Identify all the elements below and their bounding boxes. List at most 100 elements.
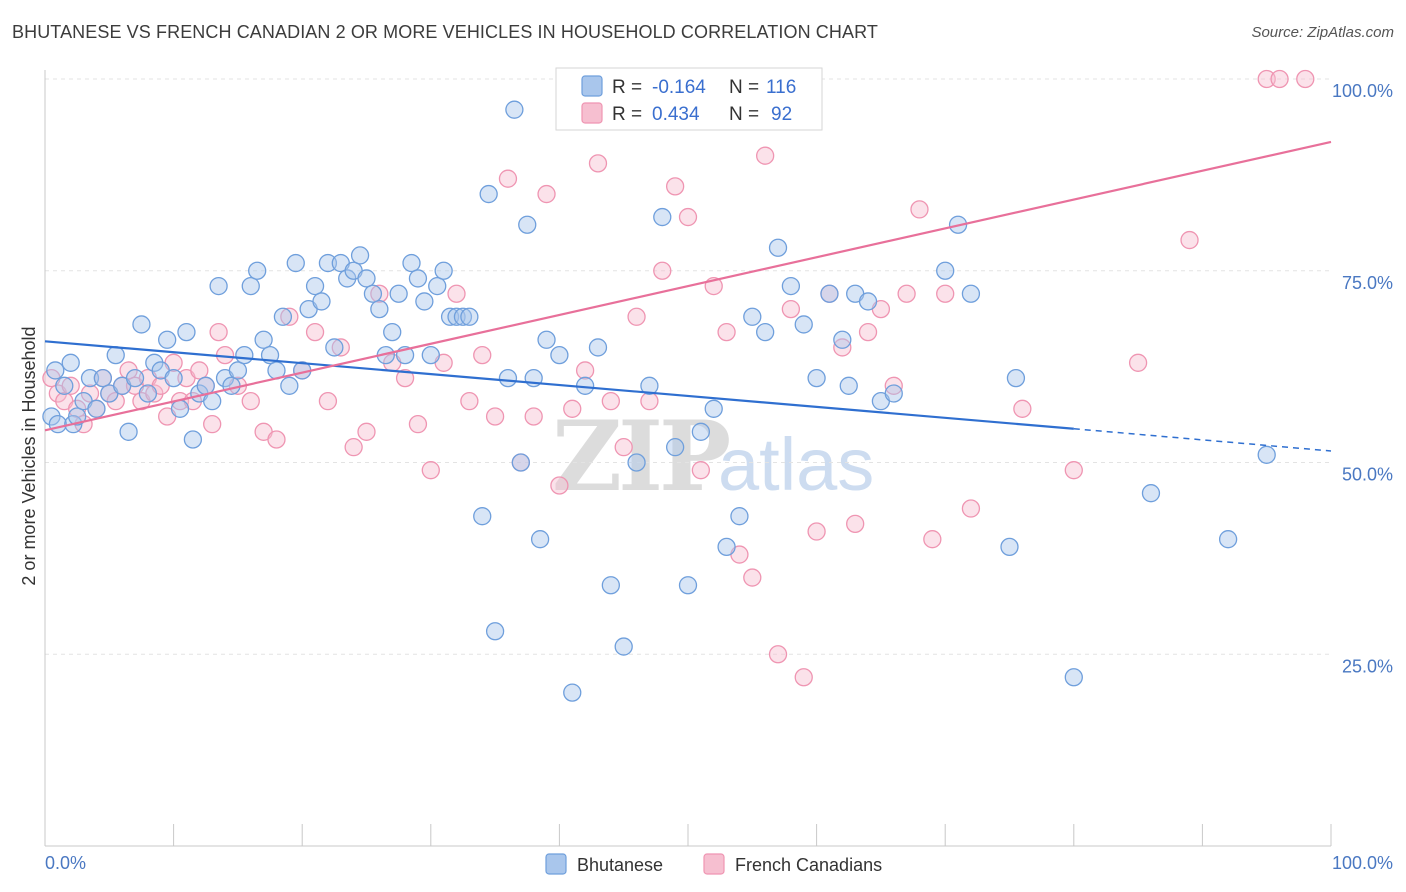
point-bhutanese bbox=[537, 330, 556, 349]
point-bhutanese bbox=[434, 261, 453, 280]
point-bhutanese bbox=[1218, 530, 1238, 549]
point-bhutanese bbox=[357, 269, 376, 288]
point-bhutanese bbox=[286, 253, 305, 273]
point-bhutanese bbox=[273, 307, 293, 326]
point-french-canadians bbox=[1128, 353, 1148, 372]
point-bhutanese bbox=[87, 399, 106, 418]
point-bhutanese bbox=[119, 422, 138, 441]
point-french-canadians bbox=[846, 514, 865, 534]
y-tick-label-75: 75.0% bbox=[1342, 273, 1393, 293]
y-axis-title: 2 or more Vehicles in Household bbox=[19, 326, 39, 585]
point-bhutanese bbox=[511, 453, 530, 472]
point-bhutanese bbox=[325, 338, 344, 357]
point-bhutanese bbox=[222, 376, 241, 395]
legend-box: R = -0.164 N = 116 R = 0.434 N = 92 bbox=[555, 67, 823, 131]
y-tick-label-25: 25.0% bbox=[1342, 656, 1393, 676]
point-bhutanese bbox=[421, 345, 440, 365]
point-french-canadians bbox=[1064, 461, 1083, 480]
point-french-canadians bbox=[640, 391, 659, 411]
point-bhutanese bbox=[158, 330, 177, 349]
point-bhutanese bbox=[164, 368, 183, 388]
point-french-canadians bbox=[485, 407, 505, 426]
point-bhutanese bbox=[1064, 668, 1083, 687]
watermark-atlas: atlas bbox=[718, 423, 874, 506]
point-french-canadians bbox=[601, 391, 620, 411]
point-bhutanese bbox=[485, 622, 505, 641]
point-bhutanese bbox=[730, 507, 749, 526]
point-french-canadians bbox=[395, 368, 415, 388]
point-bhutanese bbox=[370, 299, 389, 319]
point-bhutanese bbox=[833, 330, 852, 349]
point-french-canadians bbox=[794, 668, 813, 687]
point-bhutanese bbox=[807, 368, 826, 388]
point-bhutanese bbox=[550, 345, 569, 365]
point-bhutanese bbox=[48, 414, 68, 434]
point-french-canadians bbox=[209, 322, 228, 342]
point-french-canadians bbox=[1296, 69, 1315, 89]
y-tick-label-50: 50.0% bbox=[1342, 465, 1393, 485]
point-bhutanese bbox=[280, 376, 299, 395]
point-bhutanese bbox=[440, 307, 460, 326]
point-french-canadians bbox=[1180, 230, 1199, 250]
point-bhutanese bbox=[794, 315, 813, 334]
point-french-canadians bbox=[473, 345, 492, 365]
bottom-legend-swatch-french-canadians bbox=[703, 853, 725, 875]
legend-r-label-bhutanese: R = bbox=[612, 77, 642, 98]
trend-line-bhutanese bbox=[44, 340, 1074, 430]
point-bhutanese bbox=[1000, 537, 1019, 557]
point-bhutanese bbox=[1141, 484, 1161, 503]
point-bhutanese bbox=[106, 345, 125, 365]
point-french-canadians bbox=[897, 284, 916, 303]
point-bhutanese bbox=[453, 307, 473, 326]
point-bhutanese bbox=[479, 184, 498, 204]
point-bhutanese bbox=[80, 368, 100, 388]
point-french-canadians bbox=[1270, 69, 1289, 89]
point-french-canadians bbox=[447, 284, 466, 303]
point-bhutanese bbox=[46, 361, 65, 380]
point-bhutanese bbox=[717, 537, 736, 557]
point-french-canadians bbox=[357, 422, 376, 441]
legend-n-value-bhutanese: 116 bbox=[766, 77, 796, 98]
point-bhutanese bbox=[183, 430, 203, 449]
point-french-canadians bbox=[884, 376, 903, 395]
point-french-canadians bbox=[550, 476, 569, 495]
trend-lines bbox=[44, 140, 1332, 452]
point-bhutanese bbox=[640, 376, 659, 395]
x-tick-label-100: 100.0% bbox=[1332, 853, 1393, 873]
point-bhutanese bbox=[505, 100, 524, 119]
point-bhutanese bbox=[820, 284, 839, 303]
point-bhutanese bbox=[518, 215, 537, 234]
point-bhutanese bbox=[678, 576, 698, 595]
trend-line-bhutanese-extrapolated bbox=[1073, 428, 1332, 452]
point-french-canadians bbox=[910, 200, 929, 219]
point-french-canadians bbox=[833, 338, 852, 357]
point-french-canadians bbox=[421, 461, 440, 480]
point-french-canadians bbox=[370, 284, 389, 303]
point-bhutanese bbox=[55, 376, 74, 395]
bottom-legend-label-french-canadians: French Canadians bbox=[735, 855, 882, 875]
y-tick-label-100: 100.0% bbox=[1332, 81, 1393, 101]
legend-swatch-bhutanese bbox=[581, 75, 603, 97]
point-french-canadians bbox=[460, 391, 479, 411]
point-bhutanese bbox=[305, 276, 325, 296]
point-french-canadians bbox=[717, 322, 736, 342]
legend-n-label-bhutanese: N = bbox=[729, 77, 759, 98]
point-bhutanese bbox=[350, 246, 370, 265]
point-bhutanese bbox=[170, 399, 190, 418]
trend-line-french-canadians bbox=[44, 140, 1332, 432]
point-bhutanese bbox=[1257, 445, 1276, 464]
point-french-canadians bbox=[1013, 399, 1032, 418]
point-bhutanese bbox=[196, 376, 215, 395]
point-bhutanese bbox=[691, 422, 711, 441]
point-bhutanese bbox=[177, 322, 196, 342]
point-french-canadians bbox=[280, 307, 299, 326]
chart-source: Source: ZipAtlas.com bbox=[1251, 24, 1394, 41]
point-french-canadians bbox=[807, 522, 826, 541]
bottom-legend: Bhutanese French Canadians bbox=[545, 853, 882, 875]
point-french-canadians bbox=[756, 146, 775, 165]
x-tick-label-0: 0.0% bbox=[45, 853, 86, 873]
bottom-legend-label-bhutanese: Bhutanese bbox=[577, 855, 663, 875]
point-bhutanese bbox=[781, 276, 801, 296]
legend-r-value-bhutanese: -0.164 bbox=[652, 77, 706, 98]
y-tick-labels: 25.0% 50.0% 75.0% 100.0% bbox=[1332, 81, 1393, 676]
